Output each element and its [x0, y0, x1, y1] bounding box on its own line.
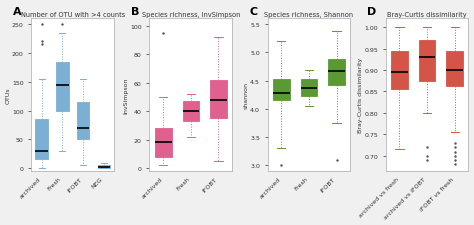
Y-axis label: OTUs: OTUs: [6, 87, 10, 104]
PathPatch shape: [419, 41, 435, 81]
Text: C: C: [249, 7, 257, 17]
Text: A: A: [13, 7, 22, 17]
Title: Number of OTU with >4 counts: Number of OTU with >4 counts: [20, 12, 125, 18]
Y-axis label: Bray-Curtis dissimilarity: Bray-Curtis dissimilarity: [358, 58, 363, 133]
PathPatch shape: [56, 62, 69, 111]
PathPatch shape: [273, 80, 290, 101]
PathPatch shape: [210, 80, 227, 119]
Text: B: B: [131, 7, 140, 17]
PathPatch shape: [155, 129, 172, 157]
Title: Species richness, Shannon: Species richness, Shannon: [264, 12, 354, 18]
Title: Species richness, InvSimpson: Species richness, InvSimpson: [142, 12, 240, 18]
Text: D: D: [367, 7, 377, 17]
PathPatch shape: [447, 52, 463, 87]
PathPatch shape: [36, 120, 48, 160]
Title: Bray-Curtis dissimilarity: Bray-Curtis dissimilarity: [387, 12, 467, 18]
Y-axis label: shannon: shannon: [244, 82, 249, 109]
Y-axis label: InvSimpson: InvSimpson: [124, 77, 129, 113]
PathPatch shape: [77, 102, 89, 140]
PathPatch shape: [391, 52, 408, 90]
PathPatch shape: [301, 79, 317, 97]
PathPatch shape: [182, 102, 199, 122]
PathPatch shape: [328, 60, 345, 86]
PathPatch shape: [98, 165, 110, 168]
